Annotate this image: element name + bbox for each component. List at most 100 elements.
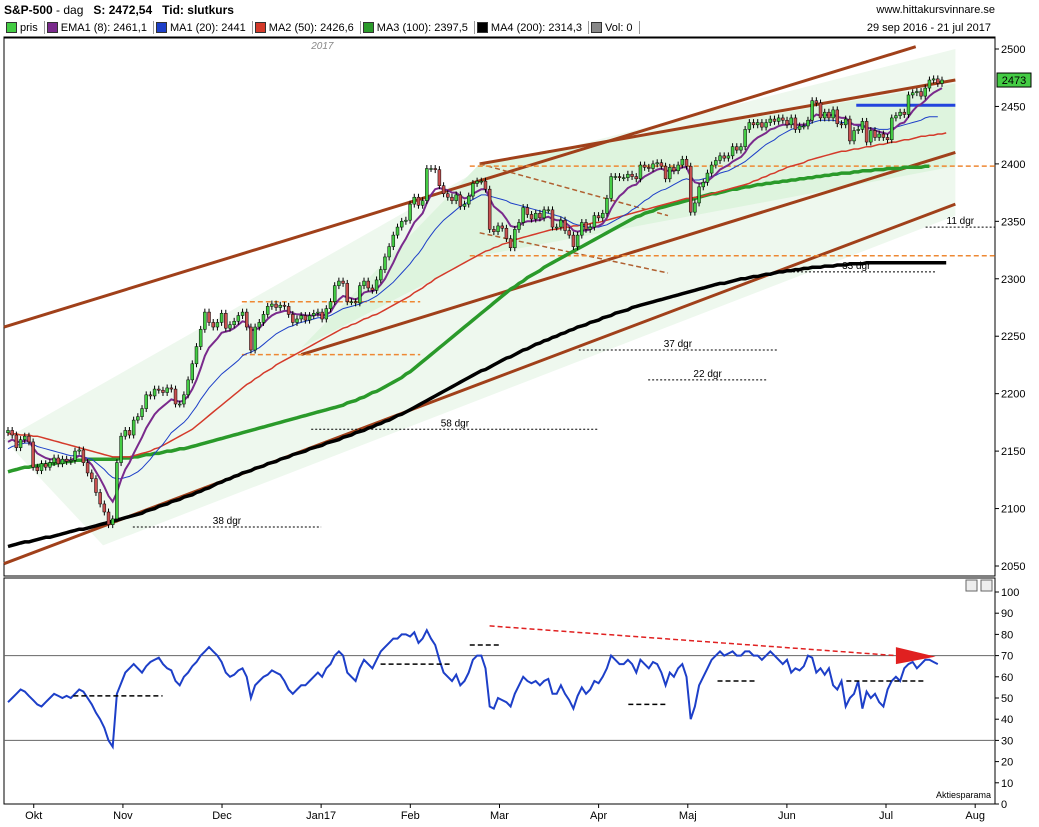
- candle-body: [789, 117, 793, 126]
- candle-body: [115, 462, 119, 520]
- candle-body: [404, 219, 408, 222]
- candle-body: [286, 306, 291, 315]
- candle-body: [362, 280, 366, 286]
- candle-body: [580, 222, 584, 236]
- candle-body: [90, 472, 94, 479]
- rsi-line: [7, 627, 939, 750]
- candle-body: [823, 111, 827, 119]
- candle-body: [647, 167, 651, 169]
- rsi-tick-label: 20: [1001, 757, 1013, 769]
- candle-body: [257, 322, 262, 328]
- candle-body: [588, 226, 592, 230]
- rsi-tick-label: 80: [1001, 629, 1013, 641]
- candle-body: [517, 222, 521, 230]
- candle-body: [668, 167, 672, 180]
- x-tick-label: Jun: [778, 810, 796, 822]
- candle-body: [240, 311, 245, 316]
- trend-line: [300, 150, 956, 357]
- candle-body: [73, 450, 77, 461]
- legend-swatch: [476, 22, 488, 33]
- candle-body: [722, 155, 726, 159]
- candle-body: [839, 123, 844, 126]
- candle-body: [387, 246, 391, 258]
- x-tick-label: Apr: [590, 810, 607, 822]
- candle-body: [265, 306, 270, 315]
- candle-body: [182, 394, 186, 405]
- candle-body: [718, 155, 722, 161]
- candle-body: [596, 215, 601, 219]
- candle-body: [542, 209, 546, 219]
- candle-body: [157, 388, 161, 391]
- duration-label: 33 dgr: [842, 261, 871, 272]
- candle-body: [755, 122, 760, 126]
- candle-body: [776, 117, 781, 122]
- divergence-arrowhead: [895, 647, 936, 665]
- candle-body: [906, 94, 911, 115]
- candle-body: [605, 198, 609, 214]
- candle-body: [601, 213, 605, 219]
- candle-body: [211, 322, 215, 328]
- x-tick-label: Feb: [401, 810, 420, 822]
- duration-label: 37 dgr: [664, 339, 693, 350]
- candle-body: [856, 129, 860, 131]
- candle-body: [785, 119, 789, 126]
- candle-body: [425, 168, 429, 201]
- candle-body: [379, 269, 383, 281]
- candle-body: [626, 173, 630, 178]
- candle-body: [881, 133, 886, 138]
- candle-body: [663, 165, 668, 180]
- candle-body: [458, 194, 463, 207]
- site-url[interactable]: www.hittakursvinnare.se: [876, 4, 995, 16]
- candle-body: [810, 100, 814, 121]
- candle-body: [119, 435, 123, 463]
- price-tick-label: 2300: [1001, 274, 1025, 286]
- candle-body: [680, 159, 685, 166]
- price-legend: pris EMA1 (8): 2461,1 MA1 (20): 2441 MA2 (5…: [4, 20, 995, 35]
- rsi-tick-label: 60: [1001, 672, 1013, 684]
- candle-body: [613, 176, 618, 178]
- candle-body: [412, 196, 416, 205]
- candle-body: [341, 280, 345, 284]
- candle-body: [140, 408, 144, 417]
- x-tick-label: Jul: [879, 810, 893, 822]
- candle-body: [835, 109, 840, 124]
- candle-body: [94, 478, 98, 493]
- x-tick-label: Jan17: [306, 810, 336, 822]
- legend-label: MA2 (50): 2426,6: [268, 21, 354, 34]
- candle-body: [462, 203, 467, 207]
- legend-label: MA3 (100): 2397,5: [376, 21, 468, 34]
- candle-body: [559, 219, 563, 228]
- candle-body: [18, 439, 23, 448]
- candle-body: [420, 200, 425, 206]
- x-tick-label: Nov: [113, 810, 133, 822]
- legend-swatch: [6, 22, 17, 33]
- candle-body: [496, 225, 500, 232]
- legend-item: MA1 (20): 2441: [154, 21, 253, 34]
- candle-body: [131, 419, 136, 436]
- candle-body: [860, 121, 865, 130]
- rsi-tick-label: 70: [1001, 651, 1013, 663]
- legend-swatch: [155, 22, 167, 33]
- ma200-line: [7, 260, 947, 549]
- candle-body: [487, 188, 492, 230]
- zoom-button: [965, 579, 978, 592]
- candle-body: [198, 329, 203, 347]
- candle-body: [910, 92, 915, 96]
- candle-body: [575, 234, 580, 247]
- candle-body: [642, 164, 647, 168]
- candle-body: [127, 430, 132, 436]
- last-price-label: S: 2472,54: [93, 3, 153, 17]
- candle-body: [433, 168, 437, 170]
- candle-body: [429, 168, 433, 170]
- candle-body: [709, 164, 714, 174]
- candle-body: [500, 225, 504, 229]
- x-tick-label: Maj: [679, 810, 697, 822]
- candle-body: [48, 462, 52, 468]
- candle-body: [274, 303, 278, 308]
- candle-body: [102, 503, 107, 513]
- candle-body: [165, 387, 169, 393]
- date-range: 29 sep 2016 - 21 jul 2017: [866, 21, 991, 34]
- candle-body: [806, 119, 810, 127]
- candle-body: [395, 226, 400, 236]
- candle-body: [320, 311, 324, 320]
